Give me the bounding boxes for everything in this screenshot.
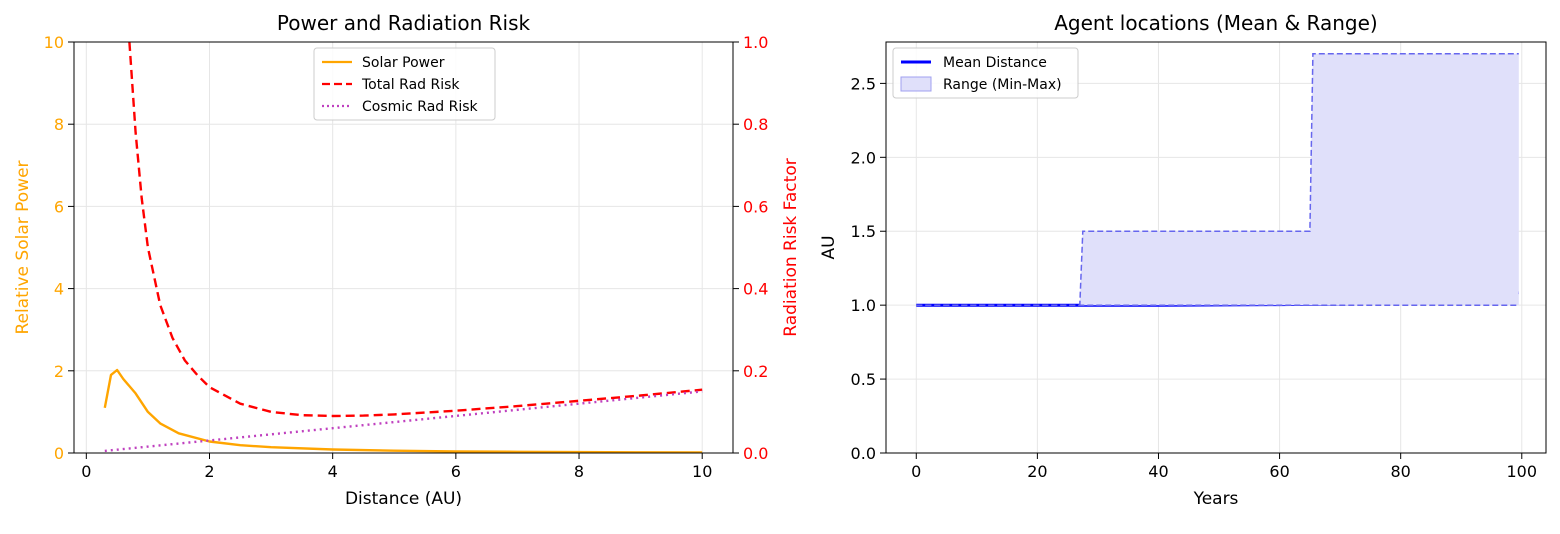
chart2-x-ticks: 0 20 40 60 80 100 bbox=[911, 453, 1537, 481]
chart2-legend-box bbox=[892, 47, 1079, 99]
agent-locations-chart: 0 20 40 60 80 100 0.0 0.5 1.0 1.5 2.0 2.5 Agent lo… bbox=[819, 11, 1547, 509]
chart1-y-tick-label-8: 8 bbox=[54, 115, 64, 134]
chart2-plot-frame bbox=[885, 41, 1547, 454]
chart2-x-axis-label: Years bbox=[1193, 489, 1239, 509]
chart2-y-tick-label-1-0: 1.0 bbox=[851, 296, 876, 315]
chart1-x-tick-label-2: 2 bbox=[204, 462, 214, 481]
chart1-y-tick-label-4: 4 bbox=[54, 280, 64, 299]
chart1-y-tick-label-2: 2 bbox=[54, 362, 64, 381]
chart2-x-tick-label-60: 60 bbox=[1269, 462, 1289, 481]
chart2-x-tick-label-80: 80 bbox=[1390, 462, 1410, 481]
chart1-x-tick-label-0: 0 bbox=[81, 462, 91, 481]
chart1-x-tick-label-6: 6 bbox=[451, 462, 461, 481]
legend-label-total-rad-risk: Total Rad Risk bbox=[361, 77, 460, 93]
chart1-y2-tick-label-0-8: 0.8 bbox=[743, 115, 768, 134]
legend-label-cosmic-rad-risk: Cosmic Rad Risk bbox=[362, 99, 479, 115]
chart1-x-ticks: 0 2 4 6 8 10 bbox=[81, 453, 712, 481]
chart1-y-tick-label-10: 10 bbox=[44, 33, 64, 52]
series-area-range-min-max bbox=[916, 53, 1519, 306]
chart2-data-layer bbox=[916, 53, 1519, 307]
chart2-legend: Mean Distance Range (Min-Max) bbox=[892, 47, 1079, 99]
chart1-y-ticks: 0 2 4 6 8 10 bbox=[44, 33, 74, 463]
chart2-y-tick-label-2-5: 2.5 bbox=[851, 74, 876, 93]
legend-label-solar-power: Solar Power bbox=[362, 55, 445, 71]
chart2-y-axis-label: AU bbox=[819, 235, 839, 259]
chart2-x-tick-label-40: 40 bbox=[1148, 462, 1168, 481]
chart1-y2-tick-label-0-0: 0.0 bbox=[743, 444, 768, 463]
chart1-x-tick-label-8: 8 bbox=[574, 462, 584, 481]
chart1-y2-tick-label-1-0: 1.0 bbox=[743, 33, 768, 52]
chart1-x-tick-label-4: 4 bbox=[328, 462, 338, 481]
legend-label-range: Range (Min-Max) bbox=[943, 77, 1062, 93]
chart1-y2-tick-label-0-6: 0.6 bbox=[743, 197, 768, 216]
power-radiation-chart: 0 2 4 6 8 10 0 2 4 6 8 10 0.0 0.2 0.4 0.6 0.8 1.0 Power… bbox=[13, 11, 801, 509]
chart2-title: Agent locations (Mean & Range) bbox=[1054, 11, 1378, 35]
chart1-y2-tick-label-0-2: 0.2 bbox=[743, 362, 768, 381]
chart2-y-tick-label-1-5: 1.5 bbox=[851, 222, 876, 241]
chart1-y-axis-label: Relative Solar Power bbox=[13, 160, 33, 334]
chart1-x-axis-label: Distance (AU) bbox=[345, 489, 462, 509]
chart2-y-tick-label-0-0: 0.0 bbox=[851, 444, 876, 463]
chart2-x-tick-label-20: 20 bbox=[1027, 462, 1047, 481]
chart1-x-tick-label-10: 10 bbox=[692, 462, 712, 481]
chart2-y-tick-label-0-5: 0.5 bbox=[851, 370, 876, 389]
chart1-y-tick-label-0: 0 bbox=[54, 444, 64, 463]
series-line-solar-power bbox=[103, 368, 703, 453]
chart2-y-tick-label-2-0: 2.0 bbox=[851, 148, 876, 167]
chart1-title: Power and Radiation Risk bbox=[277, 11, 531, 35]
chart1-y2-ticks: 0.0 0.2 0.4 0.6 0.8 1.0 bbox=[733, 33, 768, 463]
chart1-y2-tick-label-0-4: 0.4 bbox=[743, 280, 768, 299]
chart1-legend-box bbox=[313, 47, 496, 121]
chart2-y-ticks: 0.0 0.5 1.0 1.5 2.0 2.5 bbox=[851, 74, 886, 463]
chart1-legend: Solar Power Total Rad Risk Cosmic Rad Ri… bbox=[313, 47, 496, 121]
series-line-total-rad-risk bbox=[128, 42, 703, 418]
chart2-x-tick-label-100: 100 bbox=[1507, 462, 1538, 481]
legend-swatch-range bbox=[900, 76, 932, 92]
legend-label-mean-distance: Mean Distance bbox=[943, 55, 1047, 71]
chart1-y-tick-label-6: 6 bbox=[54, 197, 64, 216]
chart1-plot-frame bbox=[73, 41, 734, 454]
series-line-cosmic-rad-risk bbox=[104, 390, 703, 453]
chart1-data-layer bbox=[103, 42, 703, 453]
chart1-y2-axis-label: Radiation Risk Factor bbox=[781, 158, 801, 336]
chart2-x-tick-label-0: 0 bbox=[911, 462, 921, 481]
